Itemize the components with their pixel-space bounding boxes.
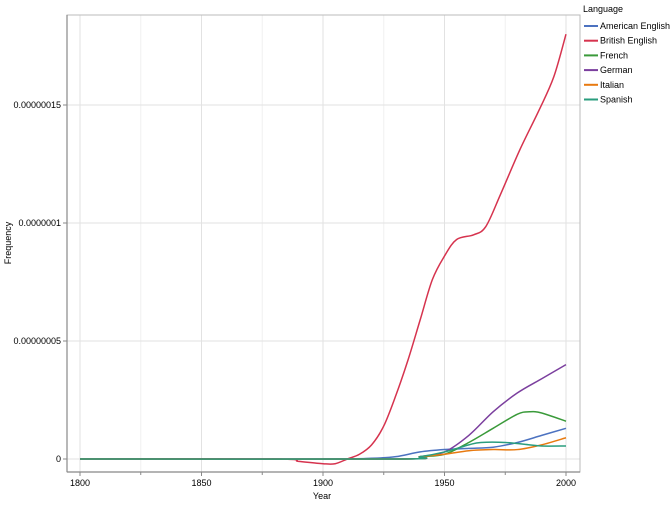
legend-entry: American English [600,21,670,31]
x-tick-label: 1900 [313,478,333,488]
legend-entry: British English [600,36,657,46]
series-line-spanish [79,441,567,460]
legend-entry: German [600,65,633,75]
legend: Language American English British English… [583,4,670,105]
x-tick-label: 1850 [191,478,211,488]
x-tick-label: 2000 [556,478,576,488]
y-tick-label: 0.00000015 [13,100,61,110]
y-tick-label: 0 [56,454,61,464]
series-lines [79,33,567,465]
legend-entry: French [600,50,628,60]
y-axis-label: Frequency [3,221,13,264]
series-line-british-english [79,33,567,465]
axes: 1800 1850 1900 1950 2000 0 0.00000005 0.0000001… [13,14,581,488]
grid [67,15,580,472]
legend-title: Language [583,4,623,14]
legend-entry: Spanish [600,95,633,105]
x-tick-label: 1800 [70,478,90,488]
y-tick-label: 0.00000005 [13,336,61,346]
x-tick-label: 1950 [434,478,454,488]
y-tick-label: 0.0000001 [18,218,61,228]
x-axis-label: Year [313,491,331,501]
legend-entry: Italian [600,80,624,90]
